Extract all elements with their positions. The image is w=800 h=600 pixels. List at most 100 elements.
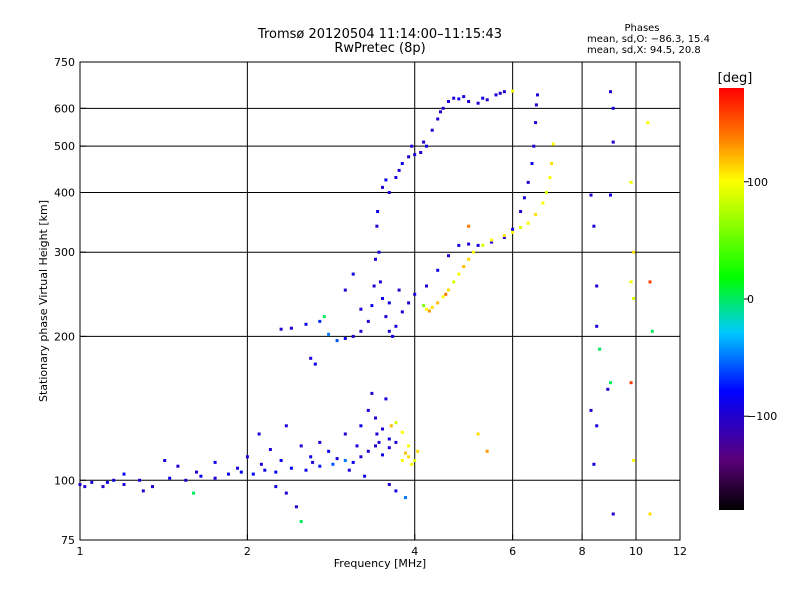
data-point [363, 474, 367, 478]
data-point [410, 462, 414, 466]
data-point [629, 381, 633, 385]
data-point [394, 440, 398, 444]
data-point [447, 254, 450, 258]
data-point [375, 224, 379, 228]
data-point [425, 144, 428, 148]
data-point [343, 432, 347, 436]
data-point [606, 387, 610, 391]
data-point [279, 459, 283, 462]
data-point [595, 424, 599, 428]
data-point [410, 144, 414, 148]
data-point [394, 421, 398, 425]
data-point [105, 480, 109, 484]
data-point [457, 272, 461, 276]
data-point [400, 162, 404, 165]
data-point [413, 292, 417, 296]
data-point [629, 180, 633, 184]
data-point [394, 324, 398, 328]
y-axis: 75 100 200 300 400 500 600 750 [54, 56, 86, 547]
data-point [436, 117, 440, 121]
data-point [318, 319, 322, 323]
data-point [335, 457, 339, 461]
data-point [318, 440, 322, 444]
data-point [378, 280, 382, 284]
data-point [471, 250, 475, 254]
data-point [611, 106, 615, 110]
data-point [632, 297, 636, 300]
data-point [534, 212, 538, 216]
data-point [78, 483, 82, 486]
data-point [522, 196, 526, 200]
data-point [294, 505, 298, 509]
data-point [436, 301, 440, 305]
data-point [176, 464, 180, 468]
phases-heading: Phases [624, 23, 659, 34]
data-point [494, 93, 498, 97]
data-point [467, 224, 471, 228]
y-tick-label: 600 [54, 102, 75, 115]
data-point [274, 470, 278, 474]
y-tick-label: 75 [61, 534, 75, 547]
data-point [376, 210, 380, 213]
data-point [381, 427, 384, 431]
y-tick-label: 100 [54, 474, 75, 487]
data-point [122, 483, 126, 486]
data-point [598, 347, 602, 351]
data-point [263, 468, 267, 472]
data-point [436, 268, 440, 272]
phases-o-line: mean, sd,O: −86.3, 15.4 [587, 34, 710, 45]
data-point [536, 93, 539, 97]
colorbar-gradient [719, 88, 744, 510]
chart-subtitle: RwPretec (8p) [334, 41, 425, 56]
data-point [441, 106, 445, 110]
data-point [519, 210, 523, 213]
data-point [611, 140, 615, 144]
data-point [309, 356, 313, 360]
data-point [195, 470, 198, 474]
data-point [476, 243, 480, 247]
data-point [184, 478, 188, 482]
data-point [502, 90, 506, 94]
data-point [400, 310, 404, 314]
x-axis: 1 2 4 6 8 10 12 [77, 534, 687, 558]
data-point [331, 462, 335, 466]
data-point [511, 230, 515, 234]
data-point [419, 151, 423, 154]
data-point [236, 466, 239, 470]
data-point [83, 485, 87, 489]
data-point [485, 449, 489, 453]
data-point [389, 424, 393, 428]
data-point [457, 243, 461, 247]
data-point [381, 297, 384, 300]
data-point [589, 408, 593, 412]
x-tick-label: 1 [77, 545, 84, 558]
data-point [526, 221, 530, 225]
data-point [227, 472, 230, 476]
data-point [318, 464, 322, 468]
data-point [213, 476, 217, 480]
x-tick-label: 4 [411, 545, 418, 558]
data-point [366, 408, 370, 412]
data-point [595, 324, 599, 328]
data-point [289, 466, 293, 470]
data-point [304, 468, 308, 472]
data-point [589, 193, 593, 197]
data-point [347, 468, 351, 472]
data-point [394, 489, 398, 493]
data-point [416, 449, 420, 453]
colorbar: [deg] 100 0 −100 [718, 71, 777, 510]
data-point [370, 391, 374, 395]
data-point [299, 444, 303, 448]
data-point [595, 284, 599, 288]
y-tick-label: 750 [54, 56, 75, 69]
data-point [511, 227, 515, 231]
data-point [439, 110, 442, 114]
data-point [413, 459, 417, 462]
data-point [381, 185, 384, 189]
data-point [377, 440, 381, 444]
colorbar-tick-label: −100 [747, 410, 777, 423]
data-point [632, 459, 636, 462]
x-tick-label: 8 [579, 545, 586, 558]
data-point [313, 362, 317, 366]
data-point [343, 288, 347, 292]
